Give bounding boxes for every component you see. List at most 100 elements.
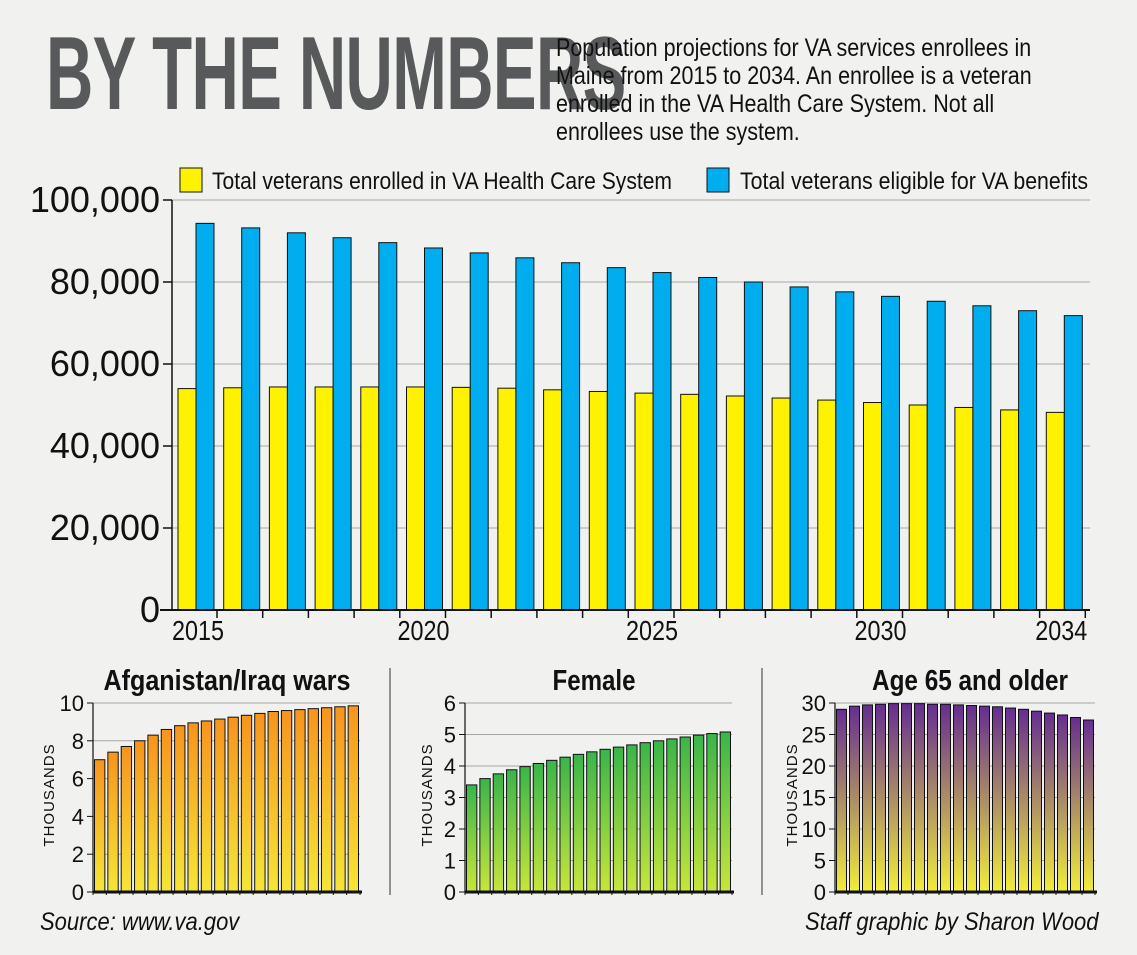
small-bar xyxy=(519,766,531,893)
y-tick-label: 100,000 xyxy=(30,179,160,220)
y-tick-label: 4 xyxy=(444,754,456,779)
small-bar xyxy=(914,703,925,893)
small-bar xyxy=(862,704,873,893)
small-chart-age-65: Age 65 and older THOUSANDS 0 5 10 15 20 25 30 xyxy=(784,665,1097,905)
y-tick-label: 6 xyxy=(72,767,84,792)
small-bar xyxy=(240,714,253,893)
small-chart-ylabel: THOUSANDS xyxy=(419,743,436,846)
small-bar xyxy=(979,705,990,893)
small-bar xyxy=(134,740,146,893)
small-bar xyxy=(214,718,226,893)
small-bar xyxy=(94,759,106,893)
headline: BY THE NUMBERS xyxy=(46,16,626,132)
bar-eligible-2015 xyxy=(195,222,215,611)
small-bar xyxy=(706,733,718,893)
bar-enrolled-2026 xyxy=(680,393,700,611)
y-tick-label: 20,000 xyxy=(50,507,160,548)
y-tick-label: 1 xyxy=(444,849,456,874)
small-bar xyxy=(347,705,359,893)
legend-label-enrolled: Total veterans enrolled in VA Health Car… xyxy=(212,168,672,195)
small-bar xyxy=(599,748,611,893)
small-bar xyxy=(546,759,558,893)
x-tick-label: 2015 xyxy=(172,615,224,646)
small-bar xyxy=(280,710,293,893)
small-bar xyxy=(479,778,491,893)
bar-enrolled-2031 xyxy=(908,404,928,611)
small-bar xyxy=(666,738,678,893)
bar-eligible-2029 xyxy=(835,291,855,611)
small-bar xyxy=(1083,719,1094,893)
small-bar xyxy=(692,734,705,893)
small-bar xyxy=(639,742,651,893)
y-tick-label: 10 xyxy=(802,817,826,842)
y-tick-label: 40,000 xyxy=(50,425,160,466)
y-tick-label: 10 xyxy=(60,691,84,716)
x-tick-label: 2020 xyxy=(398,615,450,646)
y-tick-label: 0 xyxy=(814,880,826,905)
small-bar xyxy=(294,709,306,893)
bar-enrolled-2017 xyxy=(268,386,288,611)
bar-eligible-2030 xyxy=(881,295,900,611)
small-bar xyxy=(267,711,279,893)
bar-enrolled-2022 xyxy=(497,387,517,611)
small-bar xyxy=(849,705,860,893)
small-bar xyxy=(953,704,964,893)
y-tick-label: 60,000 xyxy=(50,343,160,384)
y-tick-label: 8 xyxy=(72,729,84,754)
y-tick-label: 15 xyxy=(802,786,826,811)
small-bar xyxy=(966,705,977,893)
bar-enrolled-2020 xyxy=(406,386,425,611)
small-chart-ylabel: THOUSANDS xyxy=(784,743,801,846)
x-tick-label: 2025 xyxy=(626,615,678,646)
small-bar xyxy=(320,707,333,893)
bar-eligible-2022 xyxy=(515,257,535,611)
small-bar xyxy=(572,753,585,893)
bar-enrolled-2029 xyxy=(817,399,837,611)
small-bar xyxy=(227,716,239,893)
y-tick-label: 30 xyxy=(802,691,826,716)
bar-enrolled-2028 xyxy=(771,397,791,611)
small-bar xyxy=(107,751,119,893)
y-tick-label: 0 xyxy=(140,589,160,630)
bar-eligible-2025 xyxy=(652,272,672,611)
small-bar xyxy=(1044,712,1055,893)
bar-eligible-2027 xyxy=(743,281,763,611)
bar-eligible-2016 xyxy=(241,227,261,611)
y-tick-label: 5 xyxy=(444,723,456,748)
y-tick-label: 0 xyxy=(72,880,84,905)
small-bar xyxy=(992,706,1003,893)
small-chart-title: Female xyxy=(553,665,636,697)
legend: Total veterans enrolled in VA Health Car… xyxy=(179,167,1088,195)
credit-note: Staff graphic by Sharon Wood xyxy=(805,908,1099,936)
bar-enrolled-2016 xyxy=(223,387,243,611)
small-bar xyxy=(1005,707,1016,893)
y-tick-label: 6 xyxy=(444,691,456,716)
bar-enrolled-2019 xyxy=(360,386,380,611)
small-bar xyxy=(506,769,518,893)
bar-eligible-2018 xyxy=(332,237,352,611)
intro-text: Population projections for VA services e… xyxy=(556,34,1032,146)
small-bar xyxy=(147,734,159,893)
bar-enrolled-2015 xyxy=(177,388,197,611)
small-bar xyxy=(174,725,186,893)
bar-eligible-2017 xyxy=(286,232,306,611)
y-tick-label: 2 xyxy=(444,817,456,842)
bar-eligible-2021 xyxy=(469,252,489,611)
legend-swatch-eligible xyxy=(706,167,730,193)
main-bar-chart: 0 20,000 40,000 60,000 80,000 100,000 2015 202… xyxy=(30,179,1090,646)
small-chart-title: Afganistan/Iraq wars xyxy=(104,665,351,697)
bar-eligible-2031 xyxy=(926,300,946,611)
bar-enrolled-2023 xyxy=(543,389,563,611)
small-bar xyxy=(652,740,665,893)
x-tick-label: 2030 xyxy=(855,615,907,646)
small-bar xyxy=(1057,714,1068,893)
small-bar xyxy=(1070,716,1081,893)
small-bar xyxy=(466,784,478,893)
small-chart-afghanistan-iraq: Afganistan/Iraq wars THOUSANDS 0 2 4 6 8 10 xyxy=(41,665,362,905)
bar-enrolled-2027 xyxy=(725,395,745,611)
bar-eligible-2028 xyxy=(789,286,809,611)
small-bar xyxy=(187,722,199,893)
small-bar xyxy=(719,731,732,893)
small-bar xyxy=(836,708,847,893)
